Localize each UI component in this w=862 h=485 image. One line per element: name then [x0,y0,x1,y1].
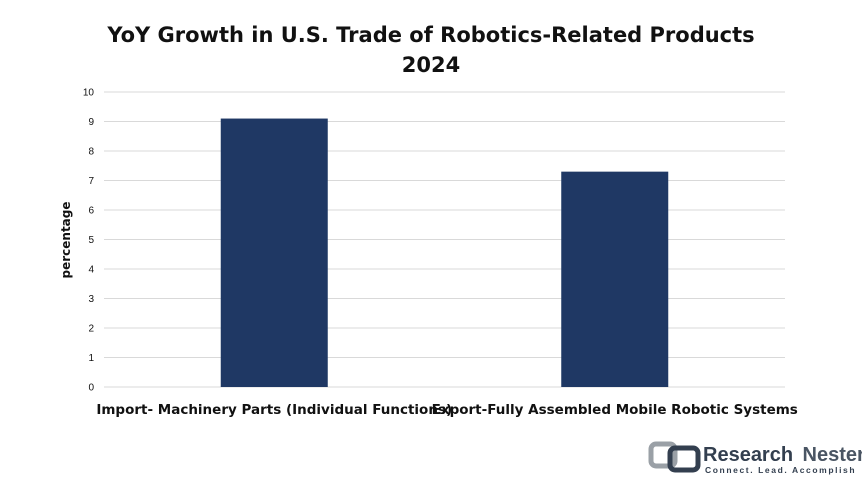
x-category-label: Export-Fully Assembled Mobile Robotic Sy… [432,402,798,418]
y-tick-label: 2 [88,324,94,335]
research-nester-logo: Research Nester Connect. Lead. Accomplis… [648,441,862,475]
y-tick-labels: 0 1 2 3 4 5 6 7 8 9 10 [83,88,95,394]
gridlines [104,91,785,388]
y-tick-label: 9 [88,117,94,128]
chart-title: YoY Growth in U.S. Trade of Robotics-Rel… [106,23,754,47]
x-category-label: Import- Machinery Parts (Individual Func… [96,402,452,418]
svg-text:Research Nester: Research Nester [703,444,862,466]
y-tick-label: 6 [88,206,94,217]
y-tick-label: 0 [88,383,94,394]
bar-1 [220,118,328,388]
y-tick-label: 1 [88,353,94,364]
y-tick-label: 8 [88,147,94,158]
bar-2 [561,171,669,387]
y-tick-label: 3 [88,294,94,305]
brand-name-part2: Nester [803,444,862,466]
x-category-labels: Import- Machinery Parts (Individual Func… [96,402,798,418]
y-tick-label: 10 [83,88,95,99]
y-axis-label: percentage [59,201,73,278]
chart-subtitle: 2024 [402,53,460,77]
y-tick-label: 4 [88,265,94,276]
brand-name-part1: Research [703,444,793,466]
bars [220,118,669,388]
brand-tagline: Connect. Lead. Accomplish [705,465,856,475]
y-tick-label: 5 [88,235,94,246]
y-tick-label: 7 [88,176,94,187]
research-nester-logo-icon [648,441,701,473]
